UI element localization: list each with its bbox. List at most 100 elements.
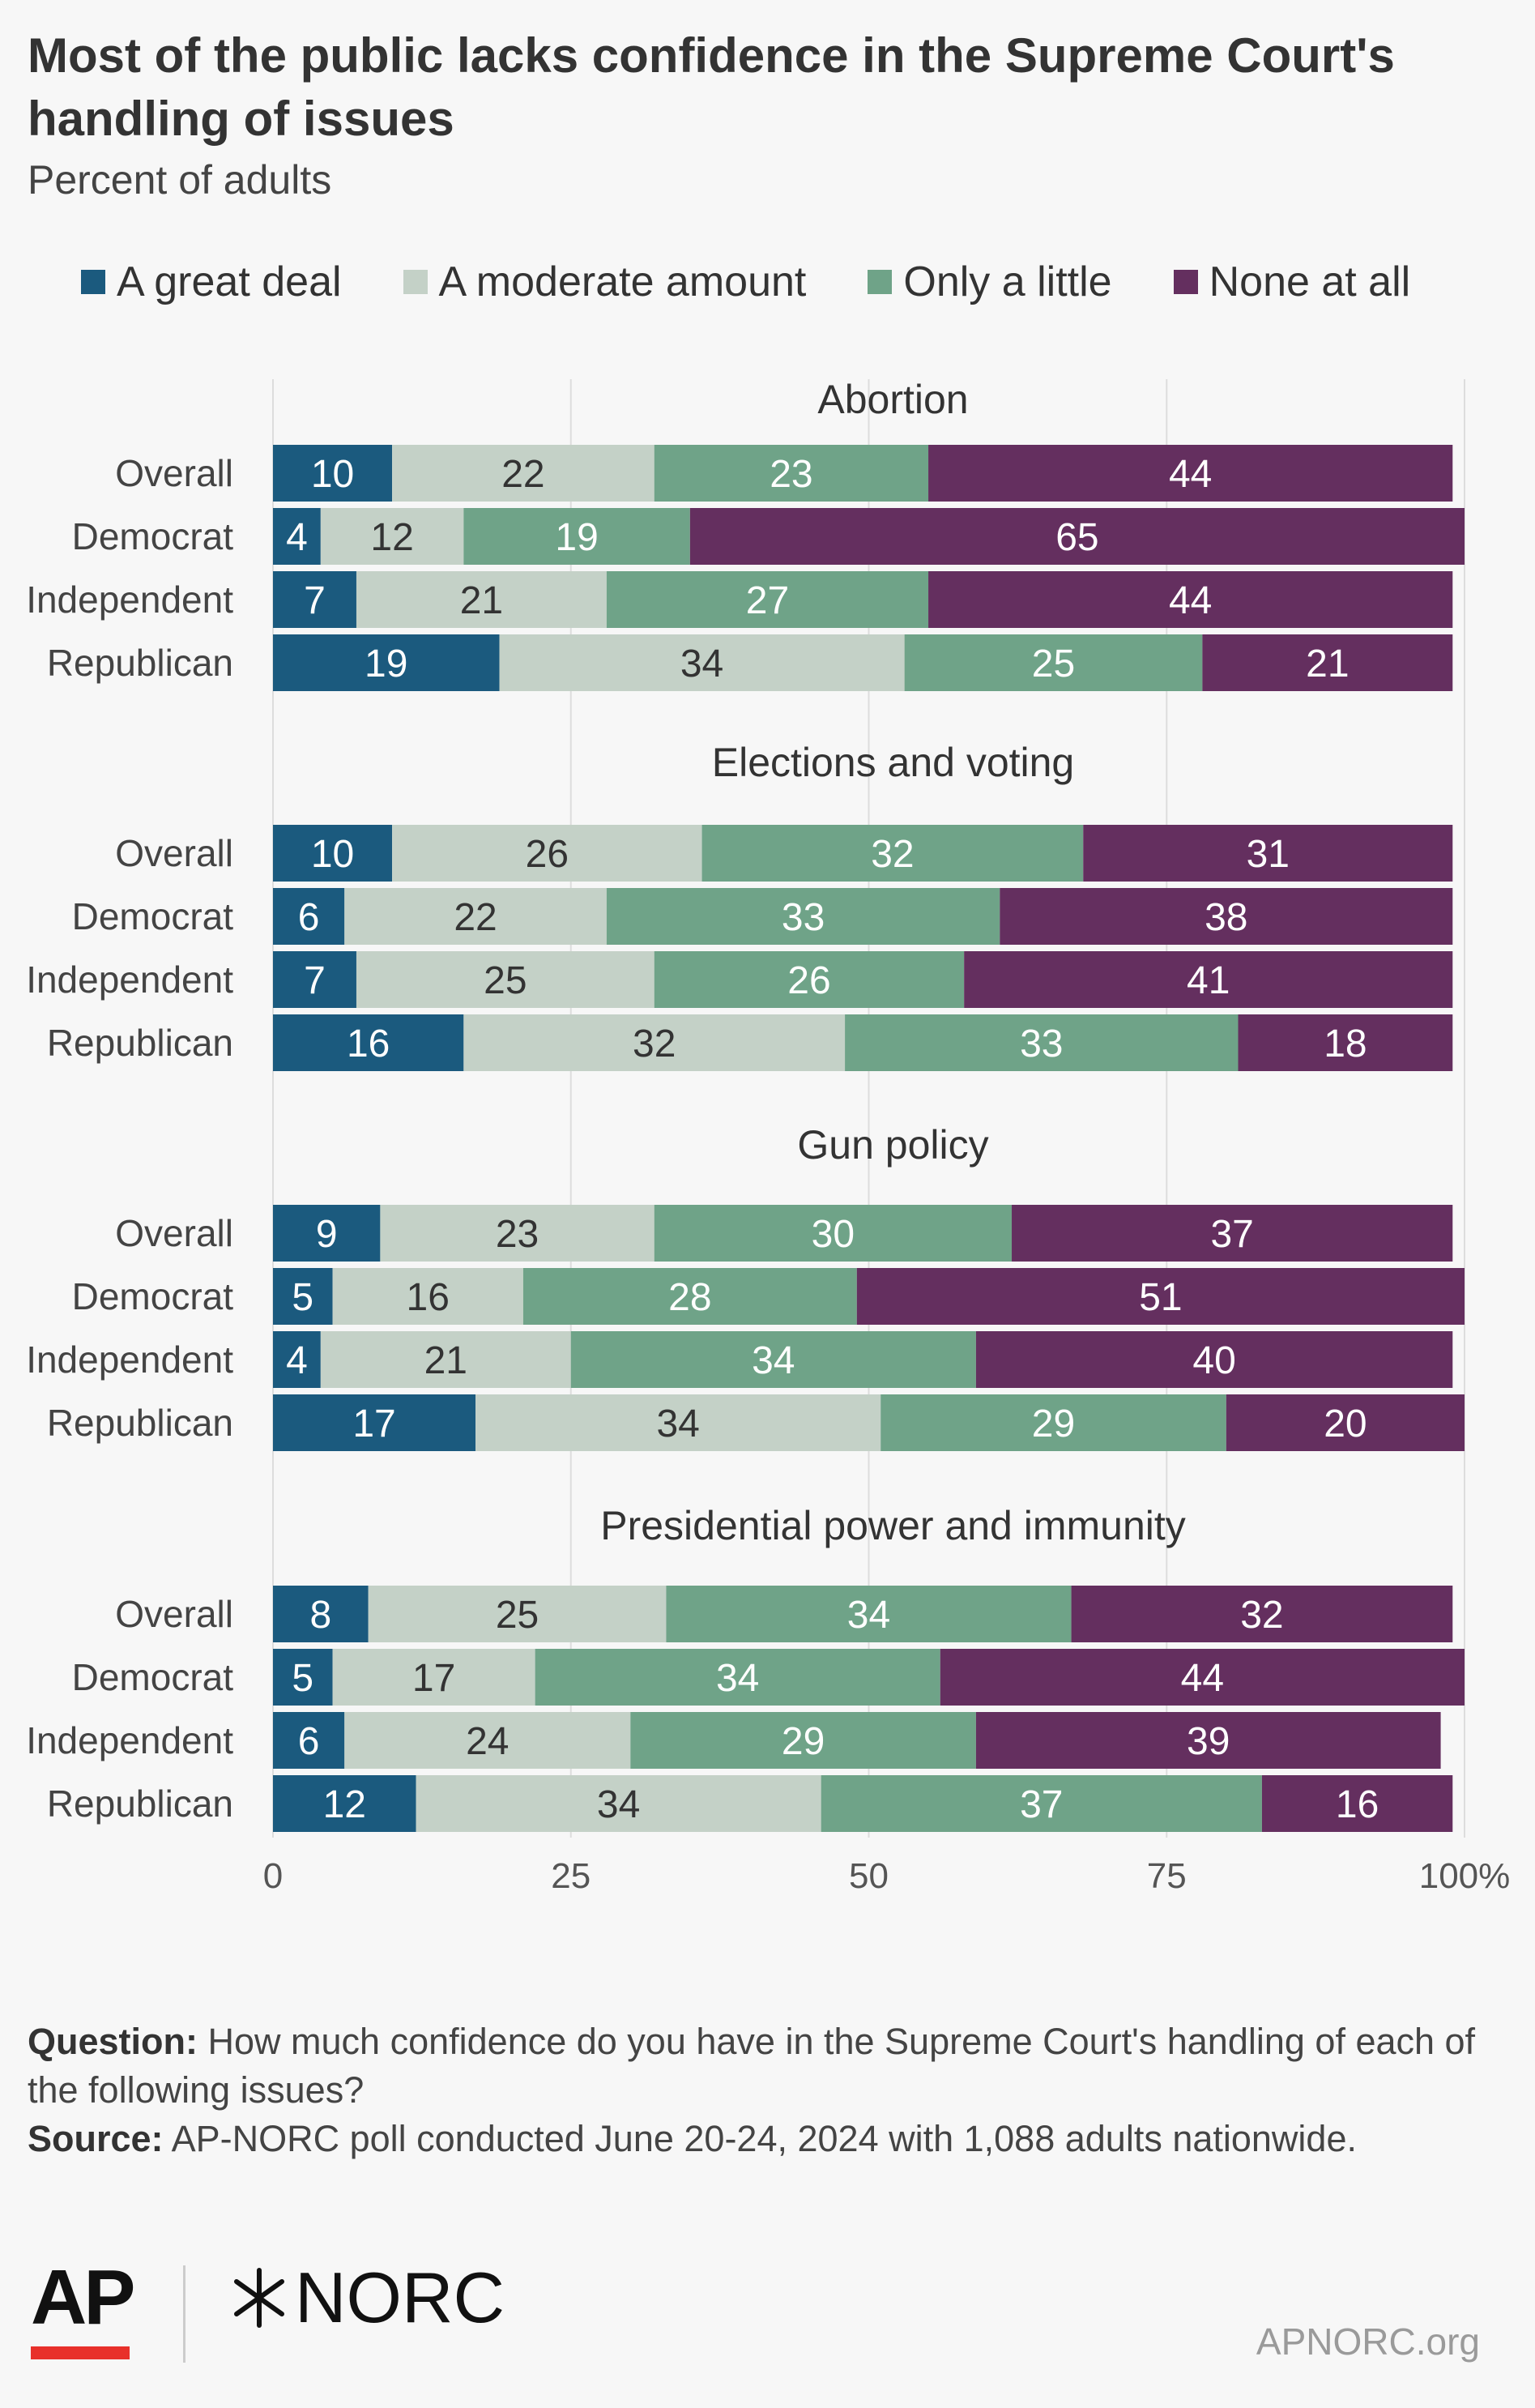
legend-label-only-a-little: Only a little bbox=[903, 258, 1112, 305]
bar-segment-a-moderate-amount bbox=[368, 1586, 667, 1642]
row-label: Republican bbox=[47, 1402, 233, 1444]
data-label: 44 bbox=[1169, 453, 1212, 496]
row-label: Independent bbox=[26, 1719, 233, 1761]
legend-swatch-moderate-amount bbox=[403, 270, 428, 294]
bar-segment-none-at-all bbox=[928, 571, 1453, 628]
bar-segment-a-great-deal bbox=[273, 825, 393, 882]
norc-star-icon bbox=[234, 2268, 284, 2328]
bar-segment-none-at-all bbox=[856, 1268, 1465, 1325]
data-label: 34 bbox=[752, 1339, 795, 1382]
bar-segment-a-moderate-amount bbox=[499, 634, 905, 691]
bar-segment-a-moderate-amount bbox=[392, 445, 655, 502]
bar-segment-a-great-deal bbox=[273, 571, 356, 628]
bar-segment-a-great-deal bbox=[273, 1331, 321, 1388]
data-label: 34 bbox=[656, 1403, 699, 1445]
bar-segment-a-moderate-amount bbox=[320, 508, 464, 565]
data-label: 32 bbox=[871, 833, 914, 876]
bar-segment-a-great-deal bbox=[273, 1205, 381, 1262]
source-note: Source: AP-NORC poll conducted June 20-2… bbox=[28, 2115, 1510, 2163]
data-label: 20 bbox=[1324, 1403, 1367, 1445]
row-label: Republican bbox=[47, 642, 233, 684]
data-label: 17 bbox=[412, 1657, 455, 1700]
x-tick-label: 25 bbox=[551, 1856, 591, 1896]
row-label: Democrat bbox=[72, 515, 234, 557]
data-label: 21 bbox=[460, 579, 503, 622]
data-label: 33 bbox=[1020, 1023, 1063, 1065]
data-label: 65 bbox=[1055, 516, 1098, 559]
legend-swatch-none-at-all bbox=[1173, 270, 1198, 294]
legend-item-moderate-amount: A moderate amount bbox=[403, 256, 806, 308]
data-label: 4 bbox=[286, 516, 308, 559]
data-label: 38 bbox=[1205, 896, 1247, 939]
legend-item-only-a-little: Only a little bbox=[868, 256, 1112, 308]
bar-segment-only-a-little bbox=[630, 1712, 976, 1769]
bar-segment-none-at-all bbox=[975, 1712, 1441, 1769]
bar-segment-a-great-deal bbox=[273, 445, 393, 502]
bar-segment-a-moderate-amount bbox=[344, 888, 607, 945]
bar-segment-none-at-all bbox=[1071, 1586, 1453, 1642]
bar-segment-only-a-little bbox=[606, 888, 1000, 945]
panel-title: Elections and voting bbox=[712, 740, 1075, 785]
bar-segment-none-at-all bbox=[1012, 1205, 1453, 1262]
data-label: 29 bbox=[1032, 1403, 1075, 1445]
data-label: 39 bbox=[1187, 1720, 1230, 1763]
data-label: 22 bbox=[501, 453, 544, 496]
data-label: 34 bbox=[680, 643, 723, 685]
row-label: Overall bbox=[115, 1593, 233, 1635]
bar-segment-only-a-little bbox=[654, 445, 929, 502]
bar-segment-only-a-little bbox=[904, 634, 1203, 691]
chart-subtitle: Percent of adults bbox=[28, 157, 332, 203]
bar-segment-a-great-deal bbox=[273, 1649, 333, 1706]
data-label: 22 bbox=[454, 896, 497, 939]
data-label: 19 bbox=[365, 643, 407, 685]
legend-label-great-deal: A great deal bbox=[117, 258, 342, 305]
legend-label-none-at-all: None at all bbox=[1209, 258, 1411, 305]
data-label: 12 bbox=[323, 1783, 366, 1826]
panel-title: Gun policy bbox=[797, 1122, 988, 1168]
bar-segment-a-moderate-amount bbox=[380, 1205, 655, 1262]
data-label: 10 bbox=[311, 833, 354, 876]
data-label: 32 bbox=[633, 1023, 676, 1065]
data-label: 21 bbox=[1306, 643, 1349, 685]
data-label: 30 bbox=[812, 1213, 855, 1256]
row-label: Independent bbox=[26, 959, 233, 1001]
data-label: 34 bbox=[597, 1783, 640, 1826]
data-label: 26 bbox=[787, 959, 830, 1002]
data-label: 5 bbox=[292, 1657, 313, 1700]
bar-segment-a-great-deal bbox=[273, 1394, 476, 1451]
legend: A great deal A moderate amount Only a li… bbox=[81, 256, 1507, 308]
bar-segment-none-at-all bbox=[1083, 825, 1453, 882]
data-label: 4 bbox=[286, 1339, 308, 1382]
bar-segment-only-a-little bbox=[463, 508, 690, 565]
row-label: Democrat bbox=[72, 1275, 234, 1317]
data-label: 51 bbox=[1139, 1276, 1182, 1319]
data-label: 16 bbox=[407, 1276, 450, 1319]
data-label: 26 bbox=[526, 833, 569, 876]
data-label: 40 bbox=[1192, 1339, 1235, 1382]
data-label: 28 bbox=[668, 1276, 711, 1319]
bar-segment-only-a-little bbox=[570, 1331, 976, 1388]
bar-segment-a-great-deal bbox=[273, 1586, 369, 1642]
bar-segment-a-great-deal bbox=[273, 508, 321, 565]
row-label: Overall bbox=[115, 1212, 233, 1254]
bar-segment-a-moderate-amount bbox=[320, 1331, 571, 1388]
x-tick-label: 100% bbox=[1419, 1856, 1511, 1896]
data-label: 17 bbox=[352, 1403, 395, 1445]
data-label: 6 bbox=[298, 1720, 320, 1763]
data-label: 27 bbox=[746, 579, 789, 622]
legend-item-none-at-all: None at all bbox=[1173, 256, 1411, 308]
bar-segment-none-at-all bbox=[1202, 634, 1453, 691]
data-label: 10 bbox=[311, 453, 354, 496]
ap-logo-underline bbox=[31, 2346, 130, 2359]
bar-segment-only-a-little bbox=[880, 1394, 1226, 1451]
norc-logo: NORC bbox=[227, 2257, 505, 2338]
bar-segment-a-great-deal bbox=[273, 634, 500, 691]
x-tick-label: 0 bbox=[263, 1856, 283, 1896]
bar-segment-only-a-little bbox=[666, 1586, 1072, 1642]
data-label: 7 bbox=[304, 959, 326, 1002]
data-label: 9 bbox=[316, 1213, 338, 1256]
data-label: 25 bbox=[1032, 643, 1075, 685]
bar-segment-only-a-little bbox=[845, 1014, 1239, 1071]
row-label: Independent bbox=[26, 1338, 233, 1381]
